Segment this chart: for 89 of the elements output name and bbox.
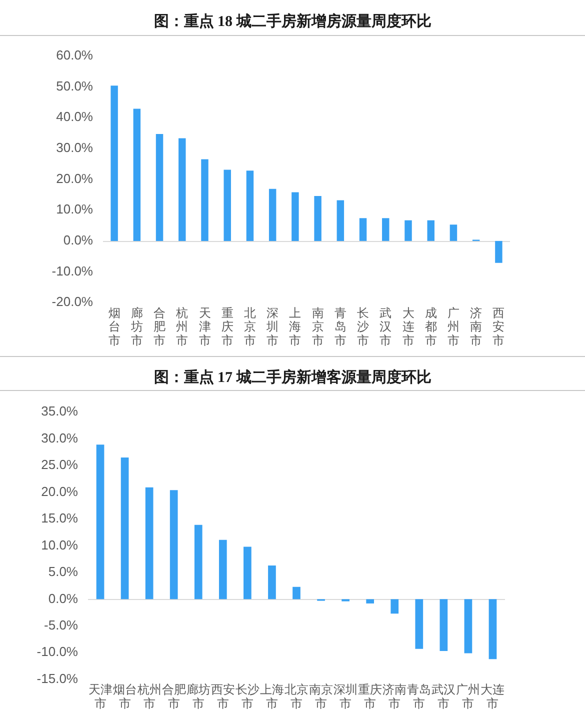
x-tick-label: 杭州市 (175, 306, 188, 348)
y-tick-label: -20.0% (52, 294, 94, 310)
bar (246, 170, 254, 241)
bar (495, 240, 502, 263)
bar (292, 586, 300, 600)
y-tick-label: 50.0% (56, 78, 94, 94)
bar (440, 599, 448, 652)
x-tick-label: 西安市 (492, 306, 505, 348)
x-tick-label: 廊坊市 (130, 306, 143, 348)
bar (145, 487, 154, 600)
y-tick-label: 10.0% (56, 202, 94, 217)
chart-title: 图：重点 17 城二手房新增客源量周度环比 (0, 360, 585, 391)
bar (268, 565, 276, 600)
y-tick-label: -10.0% (52, 263, 94, 278)
x-tick-label: 西安市 (210, 682, 235, 710)
y-tick-label: 40.0% (56, 109, 94, 124)
bar (133, 108, 141, 241)
y-tick-label: 25.0% (41, 457, 78, 472)
bar (201, 159, 208, 241)
bar (156, 134, 164, 241)
x-tick-label: 天津市 (198, 306, 211, 348)
y-tick-label: 5.0% (48, 564, 78, 580)
y-tick-label: 20.0% (56, 170, 94, 186)
bar (359, 218, 367, 241)
x-tick-label: 长沙市 (357, 306, 370, 348)
x-tick-label: 广州市 (447, 306, 460, 348)
y-tick-label: 35.0% (41, 404, 78, 419)
x-tick-label: 烟台市 (112, 682, 137, 710)
x-tick-label: 重庆市 (358, 682, 382, 710)
x-tick-label: 上海市 (260, 682, 284, 710)
x-tick-label: 合肥市 (154, 306, 166, 348)
bar (268, 188, 276, 241)
bar (336, 200, 344, 241)
x-tick-label: 北京市 (244, 306, 256, 348)
x-tick-label: 武汉市 (432, 682, 456, 710)
x-tick-label: 大连市 (480, 682, 505, 710)
bar (415, 599, 424, 649)
x-tick-label: 烟台市 (108, 306, 120, 348)
bar (382, 218, 390, 241)
bar (218, 540, 227, 600)
bar (404, 220, 412, 241)
bar (292, 192, 299, 241)
bar (244, 546, 252, 600)
y-tick-label: 10.0% (41, 537, 78, 552)
x-tick-label: 青岛市 (407, 682, 432, 710)
x-tick-label: 北京市 (284, 682, 308, 710)
bar (488, 599, 497, 660)
chart-title: 图：重点 18 城二手房新增房源量周度环比 (0, 0, 585, 36)
y-tick-label: 0.0% (48, 590, 78, 606)
x-tick-label: 青岛市 (334, 306, 346, 348)
x-tick-label: 济南市 (382, 682, 407, 710)
x-tick-label: 广州市 (456, 682, 480, 710)
bar (464, 599, 472, 654)
bar (194, 524, 202, 600)
y-tick-label: -5.0% (44, 618, 78, 632)
bar (120, 457, 129, 600)
bar (314, 196, 322, 241)
x-tick-label: 廊坊市 (186, 682, 210, 710)
bar (224, 170, 231, 241)
x-tick-label: 深圳市 (334, 682, 358, 710)
y-tick-label: 60.0% (56, 48, 94, 63)
x-tick-label: 南京市 (312, 306, 324, 348)
x-tick-label: 上海市 (289, 306, 302, 348)
x-tick-label: 成都市 (424, 306, 437, 348)
bar (390, 599, 399, 614)
y-tick-label: 20.0% (41, 484, 78, 499)
bar (170, 490, 178, 600)
x-tick-label: 杭州市 (136, 682, 162, 710)
bar (178, 138, 186, 241)
x-tick-label: 济南市 (470, 306, 482, 348)
bar (366, 599, 374, 604)
bar (110, 86, 118, 241)
x-tick-label: 长沙市 (235, 682, 260, 710)
y-tick-label: 30.0% (41, 430, 78, 446)
y-tick-label: 15.0% (41, 510, 78, 526)
y-tick-label: 0.0% (63, 232, 94, 248)
x-tick-label: 重庆市 (221, 306, 234, 348)
bar (427, 220, 434, 241)
x-tick-label: 深圳市 (266, 306, 279, 348)
x-tick-label: 天津市 (88, 682, 112, 710)
bar (450, 224, 458, 241)
x-tick-label: 武汉市 (380, 306, 392, 348)
y-tick-label: 30.0% (56, 140, 94, 156)
bar (96, 444, 104, 600)
y-tick-label: -15.0% (36, 670, 78, 686)
y-tick-label: -10.0% (36, 644, 78, 660)
x-tick-label: 南京市 (309, 682, 334, 710)
x-tick-label: 合肥市 (162, 682, 186, 710)
x-tick-label: 大连市 (402, 306, 414, 348)
